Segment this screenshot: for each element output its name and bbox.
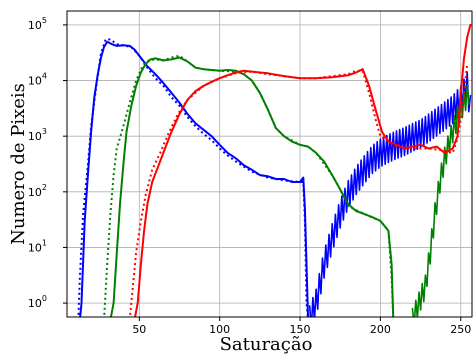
y-tick-label: 104	[28, 72, 47, 88]
y-tick-label: 102	[28, 183, 47, 199]
y-tick-label-exponent: 5	[42, 16, 47, 25]
y-tick-label-base: 10	[28, 297, 42, 310]
y-tick-label-base: 10	[28, 19, 42, 32]
y-tick-label-exponent: 0	[42, 294, 47, 303]
y-tick-label-base: 10	[28, 186, 42, 199]
x-tick-label: 50	[132, 323, 146, 336]
y-tick-label-exponent: 4	[42, 72, 47, 81]
plot-background	[67, 11, 472, 317]
y-tick-label: 101	[28, 238, 47, 254]
series-line-1	[79, 40, 310, 317]
y-tick-label-exponent: 2	[42, 183, 47, 192]
y-tick-label-exponent: 3	[42, 127, 47, 136]
series-line-8	[128, 63, 469, 317]
plot-lines	[77, 23, 472, 317]
x-axis-ticks: 50 100 150 200 250	[132, 317, 471, 336]
y-axis-label: Numero de Pixeis	[8, 83, 29, 245]
y-tick-label-base: 10	[28, 75, 42, 88]
y-tick-label-base: 10	[28, 241, 42, 254]
series-line-3	[308, 71, 472, 317]
y-tick-label: 103	[28, 127, 47, 143]
x-tick-label: 250	[450, 323, 471, 336]
series-line-7	[134, 23, 472, 317]
plot-frame	[66, 10, 473, 318]
y-tick-label: 105	[28, 16, 47, 32]
y-tick-label-base: 10	[28, 130, 42, 143]
x-tick-label: 200	[370, 323, 391, 336]
grid-lines	[67, 11, 472, 317]
y-tick-label-exponent: 1	[42, 238, 47, 247]
x-tick-label: 150	[290, 323, 311, 336]
series-line-4	[109, 56, 395, 317]
x-tick-label: 100	[209, 323, 230, 336]
series-line-5	[103, 54, 395, 317]
y-tick-label: 100	[28, 294, 47, 310]
x-axis-label: Saturação	[220, 334, 313, 355]
